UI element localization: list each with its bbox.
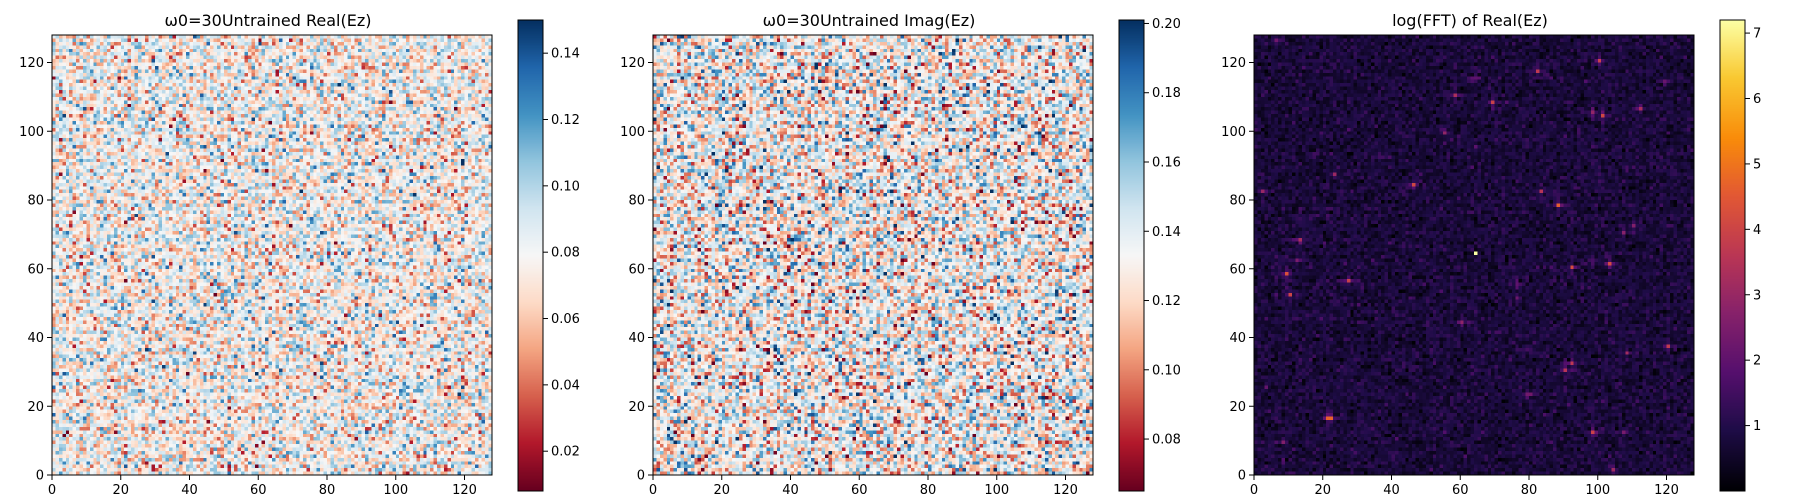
x-tick-label: 80 bbox=[319, 483, 336, 498]
axes-frame bbox=[51, 34, 493, 476]
colorbar-frame bbox=[517, 19, 544, 492]
colorbar-frame bbox=[1118, 19, 1145, 492]
y-tick-label: 40 bbox=[1229, 331, 1246, 346]
y-tick-label: 40 bbox=[628, 331, 645, 346]
panel-imag-ez: ω0=30Untrained Imag(Ez) 0 20 40 60 80 100 120 0… bbox=[620, 11, 1181, 498]
x-tick-label: 0 bbox=[649, 483, 657, 498]
x-tick-label: 60 bbox=[1452, 483, 1469, 498]
heatmap-image bbox=[1254, 35, 1694, 475]
x-tick-label: 0 bbox=[1250, 483, 1258, 498]
y-tick-label: 0 bbox=[1238, 469, 1246, 484]
y-tick-label: 120 bbox=[1221, 56, 1246, 71]
x-tick-label: 40 bbox=[1383, 483, 1400, 498]
heatmap-image bbox=[52, 35, 492, 475]
x-tick-label: 80 bbox=[920, 483, 937, 498]
x-tick-label: 60 bbox=[250, 483, 267, 498]
colorbar-tick-label: 5 bbox=[1753, 157, 1761, 172]
colorbar bbox=[518, 20, 543, 491]
colorbar-frame bbox=[1719, 19, 1746, 492]
x-tick-label: 100 bbox=[984, 483, 1009, 498]
y-tick-label: 0 bbox=[36, 469, 44, 484]
x-tick-label: 0 bbox=[48, 483, 56, 498]
y-tick-label: 120 bbox=[19, 56, 44, 71]
x-tick-label: 40 bbox=[181, 483, 198, 498]
axes-frame bbox=[1253, 34, 1695, 476]
colorbar-tick-label: 0.20 bbox=[1152, 17, 1181, 32]
colorbar bbox=[1720, 20, 1745, 491]
x-tick-label: 40 bbox=[782, 483, 799, 498]
y-tick-label: 80 bbox=[1229, 194, 1246, 209]
colorbar-tick-label: 0.10 bbox=[1152, 363, 1181, 378]
panel-title: ω0=30Untrained Real(Ez) bbox=[164, 11, 371, 30]
colorbar-tick-label: 0.02 bbox=[551, 445, 580, 460]
x-tick-label: 100 bbox=[383, 483, 408, 498]
y-tick-label: 60 bbox=[1229, 262, 1246, 277]
panel-fft-real-ez: log(FFT) of Real(Ez) 0 20 40 60 80 100 120 0 20 4… bbox=[1221, 11, 1761, 498]
colorbar-tick-label: 0.12 bbox=[1152, 294, 1181, 309]
y-tick-label: 40 bbox=[27, 331, 44, 346]
colorbar-tick-label: 2 bbox=[1753, 354, 1761, 369]
colorbar-tick-label: 0.08 bbox=[551, 246, 580, 261]
y-tick-label: 100 bbox=[1221, 125, 1246, 140]
x-tick-label: 120 bbox=[1053, 483, 1078, 498]
panel-real-ez: ω0=30Untrained Real(Ez) 0 20 40 60 80 100 120 0… bbox=[19, 11, 580, 498]
y-tick-label: 100 bbox=[19, 125, 44, 140]
x-tick-label: 80 bbox=[1521, 483, 1538, 498]
x-tick-label: 20 bbox=[1314, 483, 1331, 498]
colorbar-tick-label: 0.06 bbox=[551, 312, 580, 327]
colorbar-tick-label: 0.08 bbox=[1152, 433, 1181, 448]
panel-title: log(FFT) of Real(Ez) bbox=[1392, 11, 1548, 30]
colorbar-tick-label: 4 bbox=[1753, 223, 1761, 238]
colorbar-tick-label: 0.04 bbox=[551, 378, 580, 393]
x-tick-label: 120 bbox=[1654, 483, 1679, 498]
colorbar-tick-label: 0.16 bbox=[1152, 155, 1181, 170]
x-tick-label: 20 bbox=[713, 483, 730, 498]
x-tick-label: 120 bbox=[452, 483, 477, 498]
panel-title: ω0=30Untrained Imag(Ez) bbox=[763, 11, 976, 30]
colorbar-tick-label: 7 bbox=[1753, 27, 1761, 42]
y-tick-label: 120 bbox=[620, 56, 645, 71]
colorbar-tick-label: 0.10 bbox=[551, 179, 580, 194]
y-tick-label: 100 bbox=[620, 125, 645, 140]
y-tick-label: 60 bbox=[628, 262, 645, 277]
heatmap-image bbox=[653, 35, 1093, 475]
y-tick-label: 60 bbox=[27, 262, 44, 277]
axes-frame bbox=[652, 34, 1094, 476]
y-tick-label: 20 bbox=[628, 400, 645, 415]
x-tick-label: 20 bbox=[112, 483, 129, 498]
colorbar-tick-label: 0.12 bbox=[551, 113, 580, 128]
colorbar-tick-label: 0.14 bbox=[551, 47, 580, 62]
colorbar-tick-label: 3 bbox=[1753, 288, 1761, 303]
colorbar-tick-label: 6 bbox=[1753, 92, 1761, 107]
x-tick-label: 60 bbox=[851, 483, 868, 498]
y-tick-label: 80 bbox=[27, 194, 44, 209]
colorbar-tick-label: 0.14 bbox=[1152, 225, 1181, 240]
colorbar bbox=[1119, 20, 1144, 491]
y-tick-label: 20 bbox=[1229, 400, 1246, 415]
colorbar-tick-label: 0.18 bbox=[1152, 86, 1181, 101]
x-tick-label: 100 bbox=[1585, 483, 1610, 498]
y-tick-label: 0 bbox=[637, 469, 645, 484]
y-tick-label: 80 bbox=[628, 194, 645, 209]
y-tick-label: 20 bbox=[27, 400, 44, 415]
colorbar-tick-label: 1 bbox=[1753, 419, 1761, 434]
